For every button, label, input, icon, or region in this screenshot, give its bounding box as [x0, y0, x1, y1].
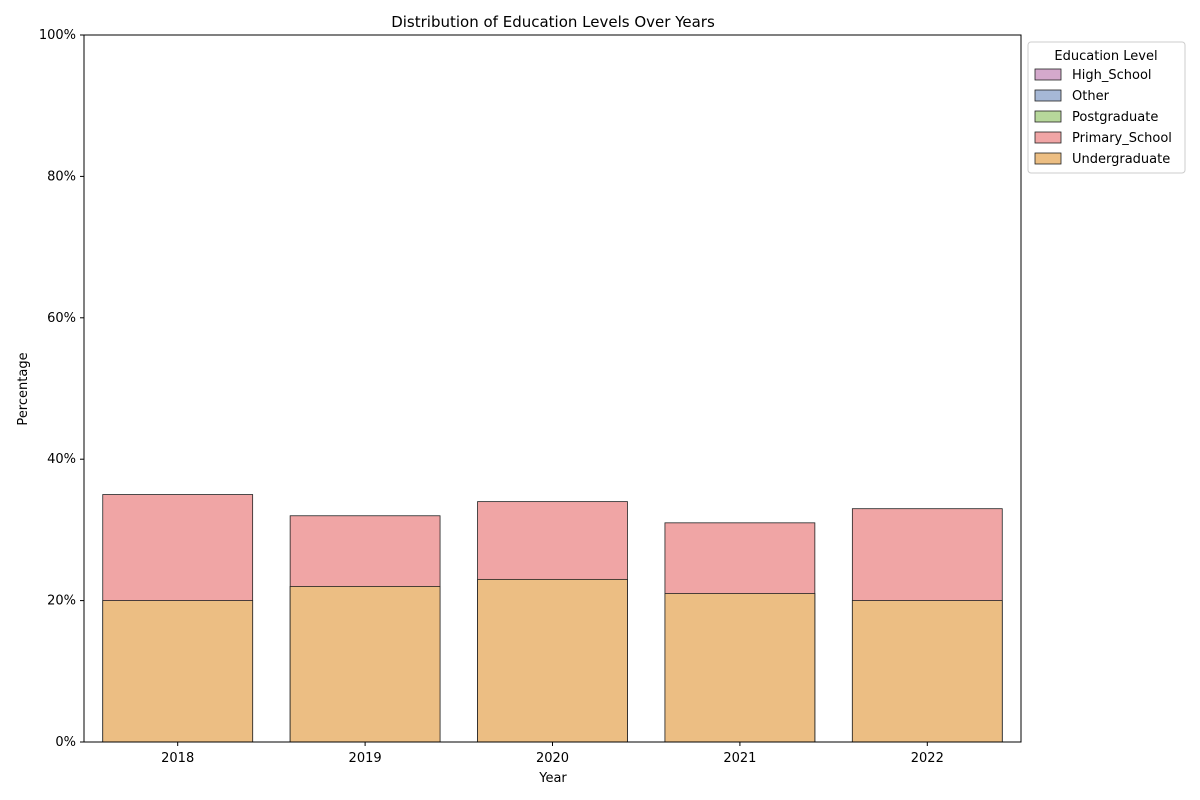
- legend-frame: [1027, 41, 1186, 174]
- legend-swatch-high-school: [1034, 68, 1062, 81]
- x-axis: 2018 2019 2020 2021 2022: [161, 742, 944, 766]
- y-tick-label: 0%: [55, 735, 76, 750]
- legend: Education Level High_School Other Postgrad…: [1027, 41, 1186, 174]
- legend-swatch-primary-school: [1034, 131, 1062, 144]
- legend-swatch-postgraduate: [1034, 110, 1062, 123]
- bar-undergraduate-2022: [851, 600, 1003, 743]
- legend-label-high-school: High_School: [1072, 68, 1152, 83]
- bar-undergraduate-2018: [102, 600, 254, 743]
- bar-undergraduate-2020: [477, 578, 628, 743]
- legend-label-other: Other: [1072, 89, 1110, 104]
- y-axis: 0% 20% 40% 60% 80% 100%: [39, 28, 84, 750]
- bar-undergraduate-2021: [664, 593, 816, 743]
- legend-label-primary-school: Primary_School: [1072, 131, 1172, 146]
- x-tick-label: 2019: [349, 751, 382, 766]
- legend-label-undergraduate: Undergraduate: [1072, 152, 1170, 167]
- x-tick-label: 2021: [723, 751, 756, 766]
- bar-undergraduate-2019: [289, 586, 441, 743]
- x-tick-label: 2018: [161, 751, 194, 766]
- y-tick-label: 100%: [39, 28, 76, 43]
- bars-layer: [102, 494, 1003, 743]
- legend-swatch-undergraduate: [1034, 152, 1062, 165]
- y-tick-label: 80%: [47, 169, 76, 184]
- x-axis-label: Year: [538, 771, 567, 786]
- y-tick-label: 60%: [47, 311, 76, 326]
- legend-label-postgraduate: Postgraduate: [1072, 110, 1158, 125]
- x-tick-label: 2022: [911, 751, 944, 766]
- chart-title: Distribution of Education Levels Over Ye…: [391, 13, 715, 31]
- y-axis-label: Percentage: [16, 352, 31, 425]
- legend-title: Education Level: [1054, 49, 1157, 64]
- y-tick-label: 40%: [47, 452, 76, 467]
- y-tick-label: 20%: [47, 594, 76, 609]
- legend-swatch-other: [1034, 89, 1062, 102]
- x-tick-label: 2020: [536, 751, 569, 766]
